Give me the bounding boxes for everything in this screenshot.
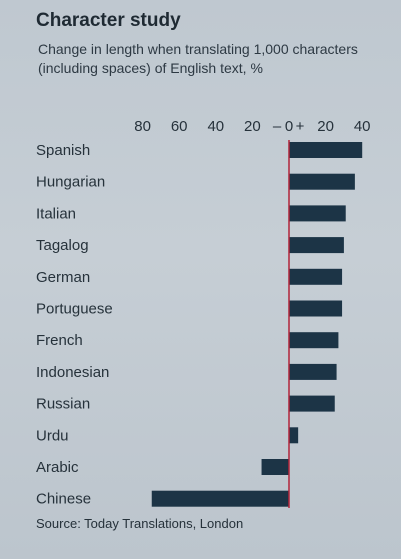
category-label: Hungarian — [36, 174, 105, 191]
x-tick-label: 60 — [171, 118, 188, 135]
bar — [289, 332, 339, 349]
category-label: Italian — [36, 205, 76, 222]
category-label: French — [36, 332, 83, 349]
bar — [289, 268, 343, 285]
bar — [289, 205, 346, 222]
positive-sign: + — [296, 118, 305, 135]
chart-source: Source: Today Translations, London — [36, 516, 244, 531]
category-label: Urdu — [36, 427, 69, 444]
x-tick-label: 20 — [317, 118, 334, 135]
category-label: German — [36, 269, 90, 286]
bar — [289, 142, 363, 158]
bar — [151, 490, 289, 507]
bar — [289, 300, 343, 317]
chart-subtitle: Change in length when translating 1,000 … — [38, 41, 358, 76]
category-label: Indonesian — [36, 364, 109, 381]
bar — [289, 173, 355, 190]
chart-title: Character study — [36, 10, 181, 31]
bar — [289, 395, 335, 412]
category-label: Chinese — [36, 491, 91, 508]
x-tick-label: 0 — [285, 118, 293, 135]
bar — [289, 237, 344, 254]
category-label: Spanish — [36, 142, 90, 159]
x-tick-label: 40 — [354, 118, 371, 135]
category-label: Russian — [36, 396, 90, 413]
x-tick-label: 20 — [244, 118, 261, 135]
x-tick-label: 40 — [207, 118, 224, 135]
category-label: Portuguese — [36, 301, 113, 318]
category-label: Tagalog — [36, 237, 89, 254]
bar — [261, 459, 289, 475]
bar — [289, 427, 299, 444]
x-tick-label: 80 — [134, 118, 151, 135]
category-label: Arabic — [36, 459, 79, 476]
negative-sign: – — [273, 118, 282, 135]
bar — [289, 363, 337, 380]
